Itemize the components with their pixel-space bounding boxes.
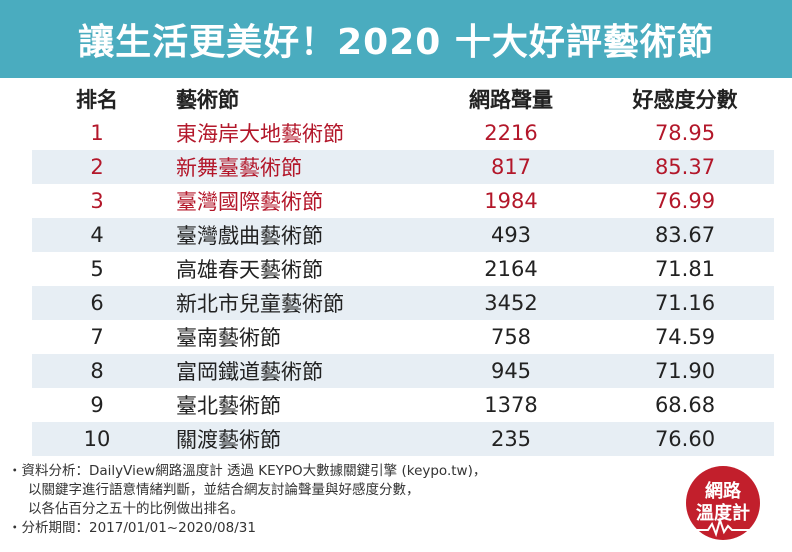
note-method: 以關鍵字進行語意情緒判斷，並結合網友討論聲量與好感度分數， (28, 482, 420, 498)
volume-cell: 3452 (426, 286, 596, 320)
table-row: 7 臺南藝術節 758 74.59 (32, 320, 774, 354)
logo-text-bottom: 溫度計 (696, 503, 750, 524)
rank-cell: 6 (32, 286, 162, 320)
volume-cell: 817 (426, 150, 596, 184)
rank-cell: 9 (32, 388, 162, 422)
page-title: 讓生活更美好！2020 十大好評藝術節 (78, 22, 714, 63)
score-cell: 83.67 (596, 218, 774, 252)
festival-cell: 新舞臺藝術節 (162, 150, 426, 184)
score-cell: 76.99 (596, 184, 774, 218)
ranking-table: 排名 藝術節 網路聲量 好感度分數 1 東海岸大地藝術節 2216 78.95 2 新舞臺… (32, 82, 774, 456)
volume-cell: 1984 (426, 184, 596, 218)
volume-cell: 758 (426, 320, 596, 354)
note-analysis: ・資料分析：DailyView網路溫度計 透過 KEYPO大數據關鍵引擎 (ke… (8, 463, 487, 479)
rank-cell: 1 (32, 116, 162, 150)
table-row: 5 高雄春天藝術節 2164 71.81 (32, 252, 774, 286)
logo-text-top: 網路 (705, 481, 741, 502)
table-header-row: 排名 藝術節 網路聲量 好感度分數 (32, 82, 774, 116)
pulse-wave-icon (694, 516, 754, 538)
table-row: 1 東海岸大地藝術節 2216 78.95 (32, 116, 774, 150)
rank-cell: 7 (32, 320, 162, 354)
table-row: 6 新北市兒童藝術節 3452 71.16 (32, 286, 774, 320)
volume-cell: 2216 (426, 116, 596, 150)
dailyview-logo: 網路 溫度計 (686, 466, 760, 540)
notes: ・資料分析：DailyView網路溫度計 透過 KEYPO大數據關鍵引擎 (ke… (8, 462, 648, 538)
table-row: 2 新舞臺藝術節 817 85.37 (32, 150, 774, 184)
volume-cell: 945 (426, 354, 596, 388)
note-ranking: 以各佔百分之五十的比例做出排名。 (28, 501, 244, 517)
header-score: 好感度分數 (632, 88, 738, 112)
festival-cell: 富岡鐵道藝術節 (162, 354, 426, 388)
rank-cell: 5 (32, 252, 162, 286)
score-cell: 68.68 (596, 388, 774, 422)
festival-cell: 新北市兒童藝術節 (162, 286, 426, 320)
rank-cell: 10 (32, 422, 162, 456)
festival-cell: 關渡藝術節 (162, 422, 426, 456)
festival-cell: 臺灣戲曲藝術節 (162, 218, 426, 252)
score-cell: 74.59 (596, 320, 774, 354)
rank-cell: 4 (32, 218, 162, 252)
volume-cell: 2164 (426, 252, 596, 286)
rank-cell: 2 (32, 150, 162, 184)
title-banner: 讓生活更美好！2020 十大好評藝術節 (0, 0, 792, 78)
score-cell: 85.37 (596, 150, 774, 184)
volume-cell: 493 (426, 218, 596, 252)
score-cell: 71.90 (596, 354, 774, 388)
festival-cell: 臺北藝術節 (162, 388, 426, 422)
table-row: 9 臺北藝術節 1378 68.68 (32, 388, 774, 422)
festival-cell: 臺南藝術節 (162, 320, 426, 354)
table-row: 3 臺灣國際藝術節 1984 76.99 (32, 184, 774, 218)
table-row: 4 臺灣戲曲藝術節 493 83.67 (32, 218, 774, 252)
festival-cell: 臺灣國際藝術節 (162, 184, 426, 218)
rank-cell: 8 (32, 354, 162, 388)
volume-cell: 235 (426, 422, 596, 456)
rank-cell: 3 (32, 184, 162, 218)
note-period: ・分析期間：2017/01/01~2020/08/31 (8, 520, 256, 536)
score-cell: 71.16 (596, 286, 774, 320)
score-cell: 78.95 (596, 116, 774, 150)
score-cell: 76.60 (596, 422, 774, 456)
festival-cell: 高雄春天藝術節 (162, 252, 426, 286)
festival-cell: 東海岸大地藝術節 (162, 116, 426, 150)
header-volume: 網路聲量 (469, 88, 553, 112)
table-row: 10 關渡藝術節 235 76.60 (32, 422, 774, 456)
table-row: 8 富岡鐵道藝術節 945 71.90 (32, 354, 774, 388)
volume-cell: 1378 (426, 388, 596, 422)
score-cell: 71.81 (596, 252, 774, 286)
header-rank: 排名 (76, 88, 118, 112)
header-festival: 藝術節 (176, 88, 239, 112)
